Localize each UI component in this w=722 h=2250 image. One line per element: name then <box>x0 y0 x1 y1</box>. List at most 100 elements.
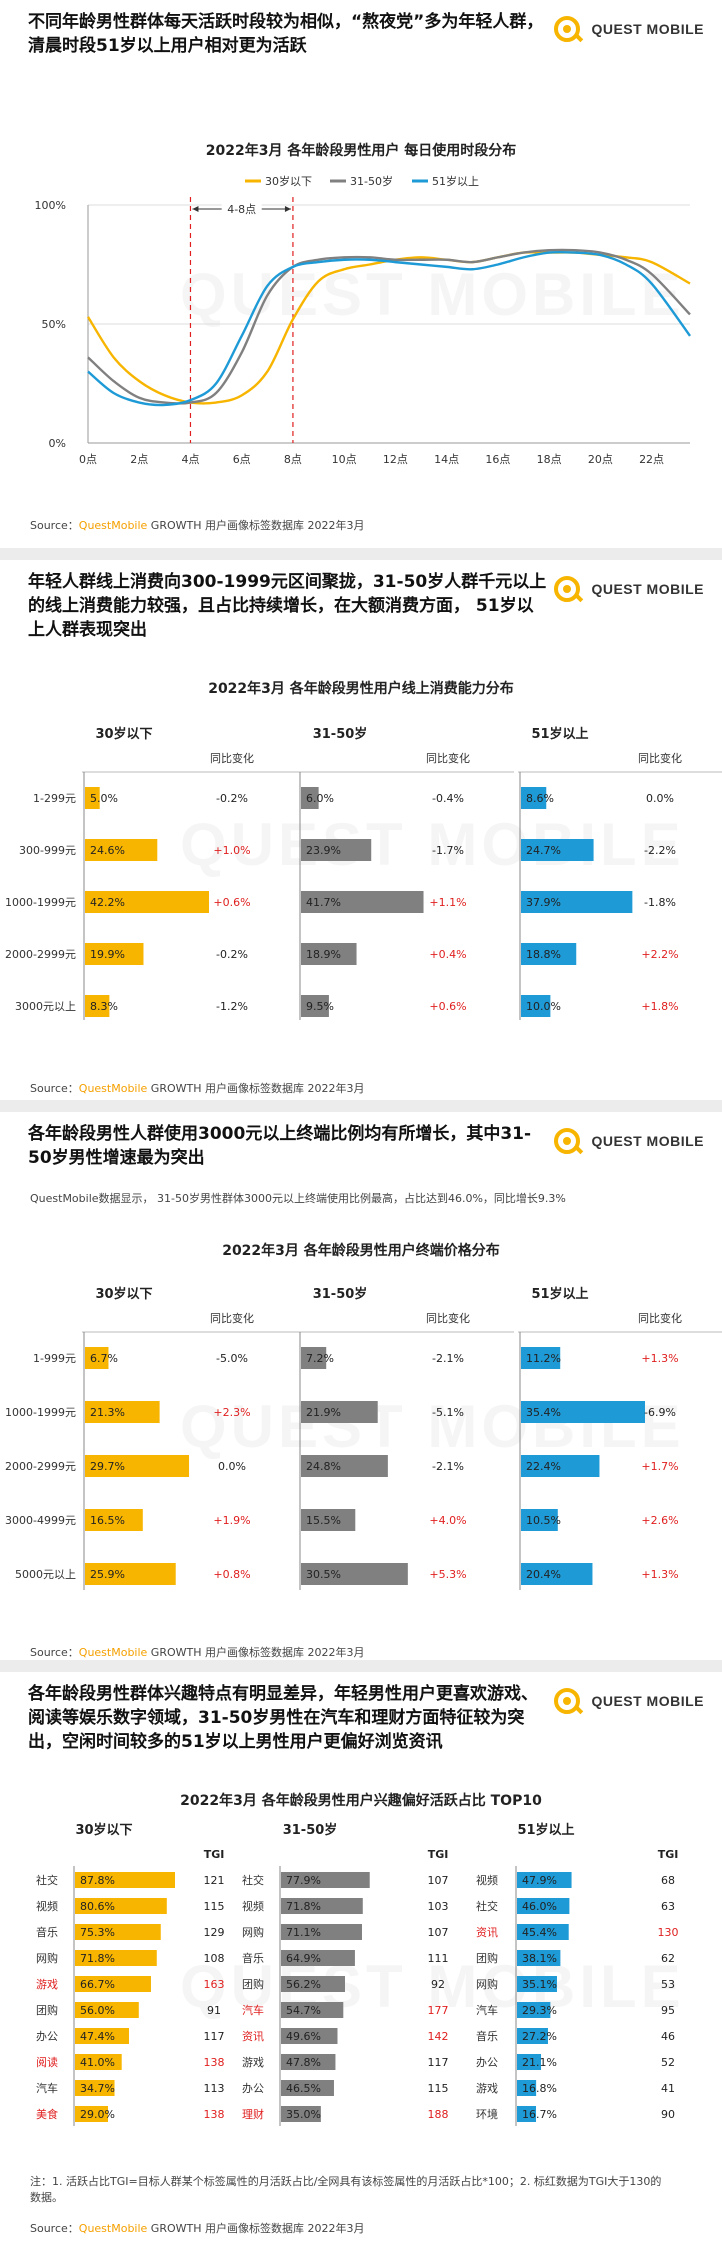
data-label: 66.7% <box>80 1978 115 1991</box>
bar <box>521 995 551 1017</box>
category-label: 汽车 <box>36 2081 58 2095</box>
tgi-value: 46 <box>661 2030 675 2043</box>
data-label: 46.5% <box>286 2082 321 2095</box>
category-label: 3000-4999元 <box>5 1514 76 1527</box>
bar <box>75 2028 129 2044</box>
legend-label: 31-50岁 <box>350 174 393 188</box>
bar <box>517 1976 557 1992</box>
bar <box>517 2028 548 2044</box>
chart-title: 2022年3月 各年龄段男性用户 每日使用时段分布 <box>205 143 517 159</box>
group-title: 31-50岁 <box>313 726 368 742</box>
tgi-value: 163 <box>204 1978 225 1991</box>
category-label: 游戏 <box>242 2056 264 2069</box>
category-label: 阅读 <box>36 2055 58 2069</box>
section-interests: 各年龄段男性群体兴趣特点有明显差异，年轻男性用户更喜欢游戏、阅读等娱乐数字领域，… <box>0 1672 722 2250</box>
tgi-value: 95 <box>661 2004 675 2017</box>
group-title: 31-50岁 <box>283 1822 338 1838</box>
category-label: 1-999元 <box>33 1352 76 1365</box>
bar <box>281 2054 336 2070</box>
x-tick-label: 22点 <box>639 453 664 466</box>
data-label: 41.7% <box>306 896 341 909</box>
data-label: 80.6% <box>80 1900 115 1913</box>
data-label: 77.9% <box>286 1874 321 1887</box>
tgi-value: 62 <box>661 1952 675 1965</box>
tgi-value: 108 <box>204 1952 225 1965</box>
footnote: 注：1. 活跃占比TGI=目标人群某个标签属性的月活跃占比/全网具有该标签属性的… <box>30 2175 662 2204</box>
category-label: 游戏 <box>476 2082 498 2095</box>
bar <box>85 891 209 913</box>
data-label: 21.1% <box>522 2056 557 2069</box>
section-separator <box>0 1100 722 1112</box>
tgi-value: 103 <box>428 1900 449 1913</box>
change-value: +2.3% <box>213 1406 250 1419</box>
bar <box>301 1455 388 1477</box>
data-label: 10.5% <box>526 1514 561 1527</box>
bar <box>521 1401 645 1423</box>
data-label: 42.2% <box>90 896 125 909</box>
group-title: 31-50岁 <box>313 1286 368 1302</box>
bar <box>85 1563 176 1585</box>
category-label: 1-299元 <box>33 792 76 805</box>
change-value: -0.2% <box>216 792 248 805</box>
questmobile-logo-icon <box>554 576 584 603</box>
category-label: 1000-1999元 <box>5 896 76 909</box>
bar <box>301 1509 356 1531</box>
data-label: 16.5% <box>90 1514 125 1527</box>
annotation-arrowhead-left <box>192 206 199 212</box>
tgi-value: 115 <box>428 2082 449 2095</box>
bar <box>521 787 547 809</box>
tgi-value: 142 <box>428 2030 449 2043</box>
group-title: 30岁以下 <box>75 1822 132 1838</box>
category-label: 2000-2999元 <box>5 948 76 961</box>
logo-text: QUEST MOBILE <box>591 581 704 597</box>
category-label: 资讯 <box>476 1926 498 1939</box>
data-label: 64.9% <box>286 1952 321 1965</box>
annotation-bg <box>221 201 262 215</box>
data-label: 22.4% <box>526 1460 561 1473</box>
bar <box>301 839 372 861</box>
section-consumption: 年轻人群线上消费向300-1999元区间聚拢，31-50岁人群千元以上的线上消费… <box>0 560 722 1100</box>
data-label: 41.0% <box>80 2056 115 2069</box>
source-line: Source：QuestMobile GROWTH 用户画像标签数据库 2022… <box>30 1082 365 1095</box>
tgi-value: 41 <box>661 2082 675 2095</box>
bar <box>75 1898 167 1914</box>
change-value: -1.7% <box>432 844 464 857</box>
section-title: 年轻人群线上消费向300-1999元区间聚拢，31-50岁人群千元以上的线上消费… <box>28 572 547 640</box>
group-title: 51岁以上 <box>531 726 588 742</box>
annotation-label: 4-8点 <box>227 203 256 216</box>
questmobile-logo-icon <box>554 1688 584 1715</box>
data-label: 18.8% <box>526 948 561 961</box>
data-label: 35.1% <box>522 1978 557 1991</box>
bar <box>281 1898 363 1914</box>
bar <box>75 1950 157 1966</box>
x-tick-label: 4点 <box>181 453 199 466</box>
change-value: -1.2% <box>216 1000 248 1013</box>
bar <box>301 787 319 809</box>
change-value: +1.8% <box>641 1000 678 1013</box>
data-label: 34.7% <box>80 2082 115 2095</box>
bar <box>281 1924 362 1940</box>
bar <box>517 1898 570 1914</box>
brand-logo: QUEST MOBILE <box>551 14 704 44</box>
tgi-value: 188 <box>428 2108 449 2121</box>
data-label: 9.5% <box>306 1000 334 1013</box>
change-value: +2.6% <box>641 1514 678 1527</box>
tgi-value: 111 <box>428 1952 449 1965</box>
y-tick-label: 100% <box>35 199 66 212</box>
category-label: 资讯 <box>242 2030 264 2043</box>
change-header: 同比变化 <box>210 751 254 765</box>
logo-text: QUEST MOBILE <box>591 21 704 37</box>
change-value: +1.3% <box>641 1352 678 1365</box>
tgi-value: 129 <box>204 1926 225 1939</box>
source-line: Source：QuestMobile GROWTH 用户画像标签数据库 2022… <box>30 2222 365 2235</box>
bar <box>517 2080 537 2096</box>
bar <box>521 943 577 965</box>
data-label: 23.9% <box>306 844 341 857</box>
x-tick-label: 6点 <box>233 453 251 466</box>
category-label: 环境 <box>476 2107 498 2121</box>
bar <box>281 2106 321 2122</box>
change-header: 同比变化 <box>426 751 470 765</box>
source-line: Source：QuestMobile GROWTH 用户画像标签数据库 2022… <box>30 1646 365 1659</box>
tgi-value: 115 <box>204 1900 225 1913</box>
